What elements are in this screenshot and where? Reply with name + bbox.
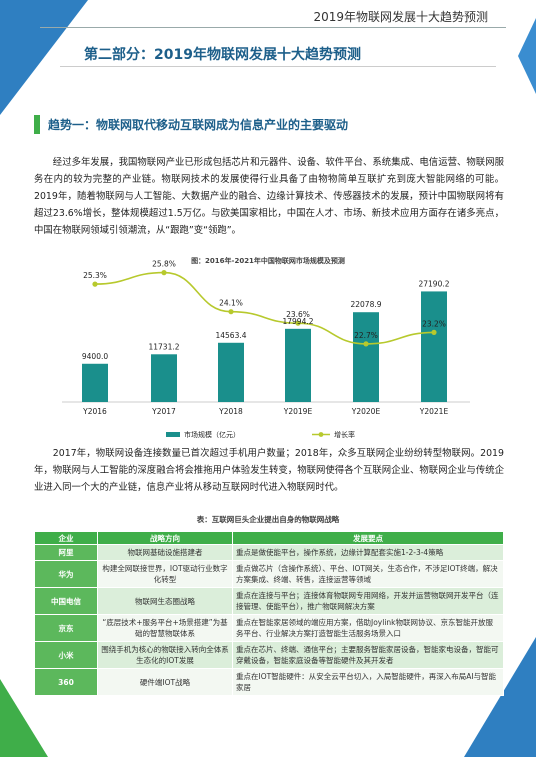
table-cell-points: 重点在智能家居领域的端应用方案，借助Joylink物联网协议、京东智能开放服务平…	[232, 614, 504, 642]
growth-rate-point	[295, 320, 301, 326]
legend-label-growth-rate: 增长率	[334, 430, 355, 439]
table-row: 阿里 物联网基础设施搭建者 重点是做使能平台，操作系统，边缘计算配套实施1-2-…	[34, 544, 504, 561]
bar	[421, 291, 447, 402]
bar-value-label: 27190.2	[418, 279, 449, 288]
table-header-company: 企业	[34, 531, 98, 545]
bar	[151, 354, 177, 402]
x-tick-label: Y2018	[218, 407, 243, 416]
growth-rate-point	[92, 281, 98, 287]
bar-value-label: 17994.2	[282, 317, 313, 326]
table-header-points: 发展要点	[232, 531, 504, 545]
chart-title: 图：2016年-2021年中国物联网市场规模及预测	[191, 257, 345, 265]
growth-rate-label: 23.6%	[286, 310, 310, 319]
table-cell-direction: “底层技术+服务平台+场景搭建”为基础的智慧物联体系	[97, 614, 233, 642]
corner-decoration-top-left	[0, 0, 88, 115]
table-cell-points: 重点在IOT智能硬件：从安全云平台切入，入局智能硬件，再深入布局AI与智能家居	[232, 668, 504, 696]
table-cell-company: 360	[34, 668, 98, 696]
table-cell-points: 重点做芯片（含操作系统）、平台、IOT网关，生态合作，不涉足IOT终端，解决方案…	[232, 560, 504, 588]
bar	[218, 342, 244, 402]
x-tick-label: Y2020E	[351, 407, 381, 416]
table-header-row: 企业 战略方向 发展要点	[34, 531, 504, 545]
paragraph-second: 2017年，物联网设备连接数量已首次超过手机用户数量；2018年，众多互联网企业…	[34, 445, 504, 496]
paragraph-intro: 经过多年发展，我国物联网产业已形成包括芯片和元器件、设备、软件平台、系统集成、电…	[34, 154, 504, 239]
growth-rate-label: 25.3%	[83, 271, 107, 280]
table-cell-company: 小米	[34, 641, 98, 669]
bar-value-label: 9400.0	[82, 352, 108, 361]
table-row: 京东 “底层技术+服务平台+场景搭建”为基础的智慧物联体系 重点在智能家居领域的…	[34, 614, 504, 642]
table-cell-direction: 物联网基础设施搭建者	[97, 544, 233, 561]
table-cell-direction: 物联网生态圈战略	[97, 587, 233, 615]
bar	[82, 363, 108, 402]
header-divider	[40, 27, 506, 28]
bar	[285, 328, 311, 402]
legend-label-market-size: 市场规模（亿元）	[184, 430, 240, 439]
strategy-table: 企业 战略方向 发展要点 阿里 物联网基础设施搭建者 重点是做使能平台，操作系统…	[34, 531, 504, 696]
table-cell-points: 重点是做使能平台，操作系统，边缘计算配套实施1-2-3-4策略	[232, 544, 504, 561]
legend-swatch-market-size	[166, 432, 180, 437]
table-header-direction: 战略方向	[97, 531, 233, 545]
table-row: 华为 构建全网联接世界，IOT驱动行业数字化转型 重点做芯片（含操作系统）、平台…	[34, 560, 504, 588]
bar	[353, 312, 379, 402]
section-title: 第二部分：2019年物联网发展十大趋势预测	[84, 47, 361, 63]
corner-decoration-top-right	[518, 18, 536, 94]
legend-marker-growth-rate	[318, 432, 324, 437]
growth-rate-line	[94, 271, 435, 345]
growth-rate-label: 25.8%	[152, 260, 176, 269]
paragraph-second-text: 2017年，物联网设备连接数量已首次超过手机用户数量；2018年，众多互联网企业…	[34, 448, 504, 493]
table-cell-company: 京东	[34, 614, 98, 642]
paragraph-intro-text: 经过多年发展，我国物联网产业已形成包括芯片和元器件、设备、软件平台、系统集成、电…	[34, 157, 504, 236]
trend-title: 趋势一：物联网取代移动互联网成为信息产业的主要驱动	[48, 118, 349, 132]
x-tick-label: Y2019E	[283, 407, 313, 416]
growth-rate-point	[431, 329, 437, 335]
table-cell-direction: 围绕手机为核心的物联接入转向全体系生态化的IOT发展	[97, 641, 233, 669]
table-caption: 表：互联网巨头企业提出自身的物联网战略	[196, 515, 340, 524]
growth-rate-label: 22.7%	[354, 331, 378, 340]
growth-rate-label: 23.2%	[422, 319, 446, 328]
growth-rate-point	[228, 309, 234, 315]
table-cell-direction: 构建全网联接世界，IOT驱动行业数字化转型	[97, 560, 233, 588]
growth-rate-label: 24.1%	[219, 299, 243, 308]
section-divider	[60, 66, 496, 67]
trend-marker	[34, 115, 40, 134]
table-cell-company: 华为	[34, 560, 98, 588]
page-header-title: 2019年物联网发展十大趋势预测	[313, 10, 488, 24]
table-row: 360 硬件端IOT战略 重点在IOT智能硬件：从安全云平台切入，入局智能硬件，…	[34, 668, 504, 696]
table-cell-points: 重点在连接与平台；连接体育物联网专用网络，开发并运营物联网开发平台（连接管理、使…	[232, 587, 504, 615]
x-tick-label: Y2021E	[419, 407, 449, 416]
growth-rate-point	[363, 341, 369, 347]
bar-value-label: 11731.2	[148, 342, 179, 351]
table-row: 小米 围绕手机为核心的物联接入转向全体系生态化的IOT发展 重点在芯片、终端、通…	[34, 641, 504, 669]
table-cell-direction: 硬件端IOT战略	[97, 668, 233, 696]
growth-rate-point	[161, 270, 167, 276]
x-tick-label: Y2017	[151, 407, 176, 416]
bar-value-label: 14563.4	[215, 331, 246, 340]
table-cell-company: 阿里	[34, 544, 98, 561]
table-row: 中国电信 物联网生态圈战略 重点在连接与平台；连接体育物联网专用网络，开发并运营…	[34, 587, 504, 615]
bar-value-label: 22078.9	[350, 300, 381, 309]
table-cell-company: 中国电信	[34, 587, 98, 615]
table-cell-points: 重点在芯片、终端、通信平台；主要服务智能家居设备，智能家电设备，智能可穿戴设备，…	[232, 641, 504, 669]
x-tick-label: Y2016	[82, 407, 107, 416]
